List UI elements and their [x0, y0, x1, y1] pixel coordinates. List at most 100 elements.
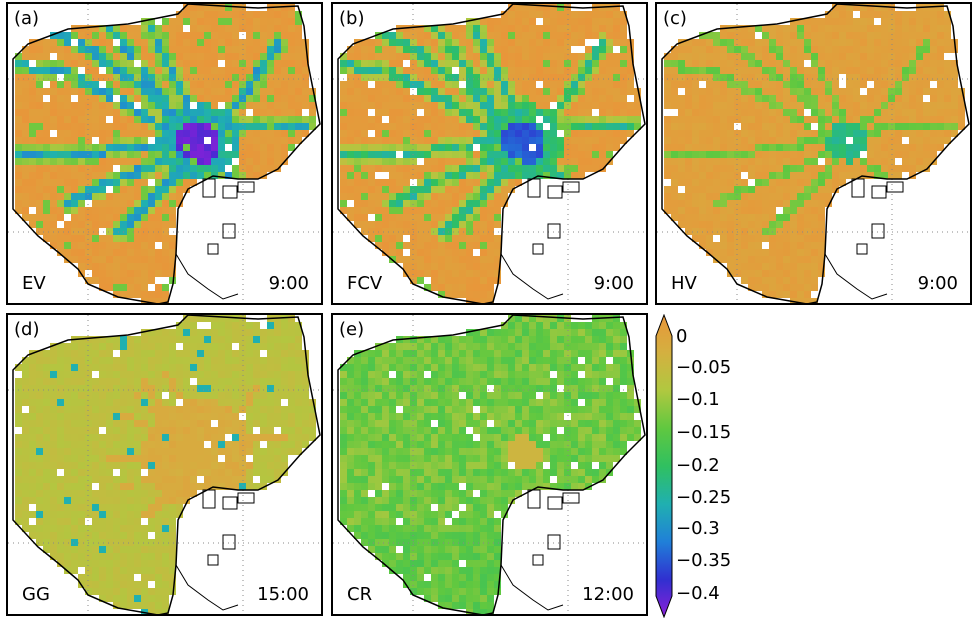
heat-cell [790, 256, 797, 263]
heat-cell [888, 137, 895, 144]
heat-cell [281, 4, 288, 11]
panel-a: (a) EV 9:00 [6, 2, 323, 305]
heat-cell [671, 165, 678, 172]
heat-cell [106, 25, 113, 32]
heat-cell [417, 95, 424, 102]
heat-cell [741, 95, 748, 102]
heat-cell [211, 448, 218, 455]
heat-cell [664, 207, 671, 214]
heat-cell [664, 137, 671, 144]
heat-cell [592, 60, 599, 67]
heat-cell [141, 392, 148, 399]
heat-cell [302, 67, 309, 74]
heat-cell [916, 32, 923, 39]
heat-cell [57, 518, 64, 525]
heat-cell [445, 172, 452, 179]
heat-cell [748, 263, 755, 270]
heat-cell [92, 95, 99, 102]
heat-cell [930, 53, 937, 60]
heat-cell [713, 165, 720, 172]
heat-cell [685, 172, 692, 179]
heat-cell [515, 18, 522, 25]
heat-cell [134, 242, 141, 249]
heat-cell [169, 441, 176, 448]
heat-cell [804, 46, 811, 53]
heat-cell [36, 525, 43, 532]
heat-cell [288, 11, 295, 18]
heat-cell [818, 81, 825, 88]
heat-cell [536, 130, 543, 137]
heat-cell [127, 441, 134, 448]
heat-cell [839, 18, 846, 25]
heat-cell [592, 116, 599, 123]
heat-cell [99, 39, 106, 46]
heat-cell [141, 329, 148, 336]
heat-cell [148, 193, 155, 200]
heat-cell [825, 53, 832, 60]
heat-cell [288, 32, 295, 39]
heat-cell [232, 137, 239, 144]
heat-cell [127, 392, 134, 399]
heat-cell [141, 567, 148, 574]
heat-cell [85, 235, 92, 242]
heat-cell [43, 413, 50, 420]
heat-cell [127, 144, 134, 151]
heat-cell [85, 53, 92, 60]
heat-cell [755, 193, 762, 200]
heat-cell [197, 343, 204, 350]
heat-cell [106, 378, 113, 385]
heat-cell [389, 46, 396, 53]
heat-cell [29, 406, 36, 413]
heat-cell [141, 357, 148, 364]
heat-cell [445, 81, 452, 88]
heat-cell [762, 277, 769, 284]
heat-cell [473, 53, 480, 60]
heat-cell [529, 172, 536, 179]
heat-cell [508, 81, 515, 88]
heat-cell [127, 357, 134, 364]
heat-cell [846, 151, 853, 158]
heat-cell [895, 60, 902, 67]
heat-cell [43, 462, 50, 469]
heat-cell [480, 172, 487, 179]
heat-cell [71, 207, 78, 214]
heat-cell [818, 249, 825, 256]
heat-cell [881, 81, 888, 88]
heat-cell [685, 130, 692, 137]
heat-cell [239, 371, 246, 378]
heat-cell [578, 144, 585, 151]
heat-cell [169, 329, 176, 336]
heat-cell [295, 39, 302, 46]
heat-cell [267, 357, 274, 364]
heat-cell [148, 350, 155, 357]
heat-cell [127, 207, 134, 214]
heat-cell [85, 469, 92, 476]
heat-cell [64, 441, 71, 448]
heat-cell [197, 413, 204, 420]
heat-cell [253, 165, 260, 172]
heat-cell [71, 186, 78, 193]
heat-cell [106, 532, 113, 539]
heat-cell [424, 81, 431, 88]
heat-cell [232, 88, 239, 95]
heat-cell [459, 144, 466, 151]
heat-cell [120, 249, 127, 256]
heat-cell [776, 53, 783, 60]
heat-cell [169, 539, 176, 546]
panel-letter: (c) [663, 8, 687, 29]
heat-cell [543, 39, 550, 46]
heat-cell [225, 406, 232, 413]
heat-cell [148, 39, 155, 46]
heat-cell [909, 46, 916, 53]
heat-cell [923, 130, 930, 137]
heat-cell [930, 130, 937, 137]
heat-cell [685, 81, 692, 88]
heat-cell [295, 413, 302, 420]
heat-cell [685, 214, 692, 221]
heat-cell [309, 434, 316, 441]
heat-cell [232, 385, 239, 392]
heat-cell [776, 151, 783, 158]
heat-cell [410, 130, 417, 137]
heat-cell [692, 67, 699, 74]
heat-cell [347, 74, 354, 81]
